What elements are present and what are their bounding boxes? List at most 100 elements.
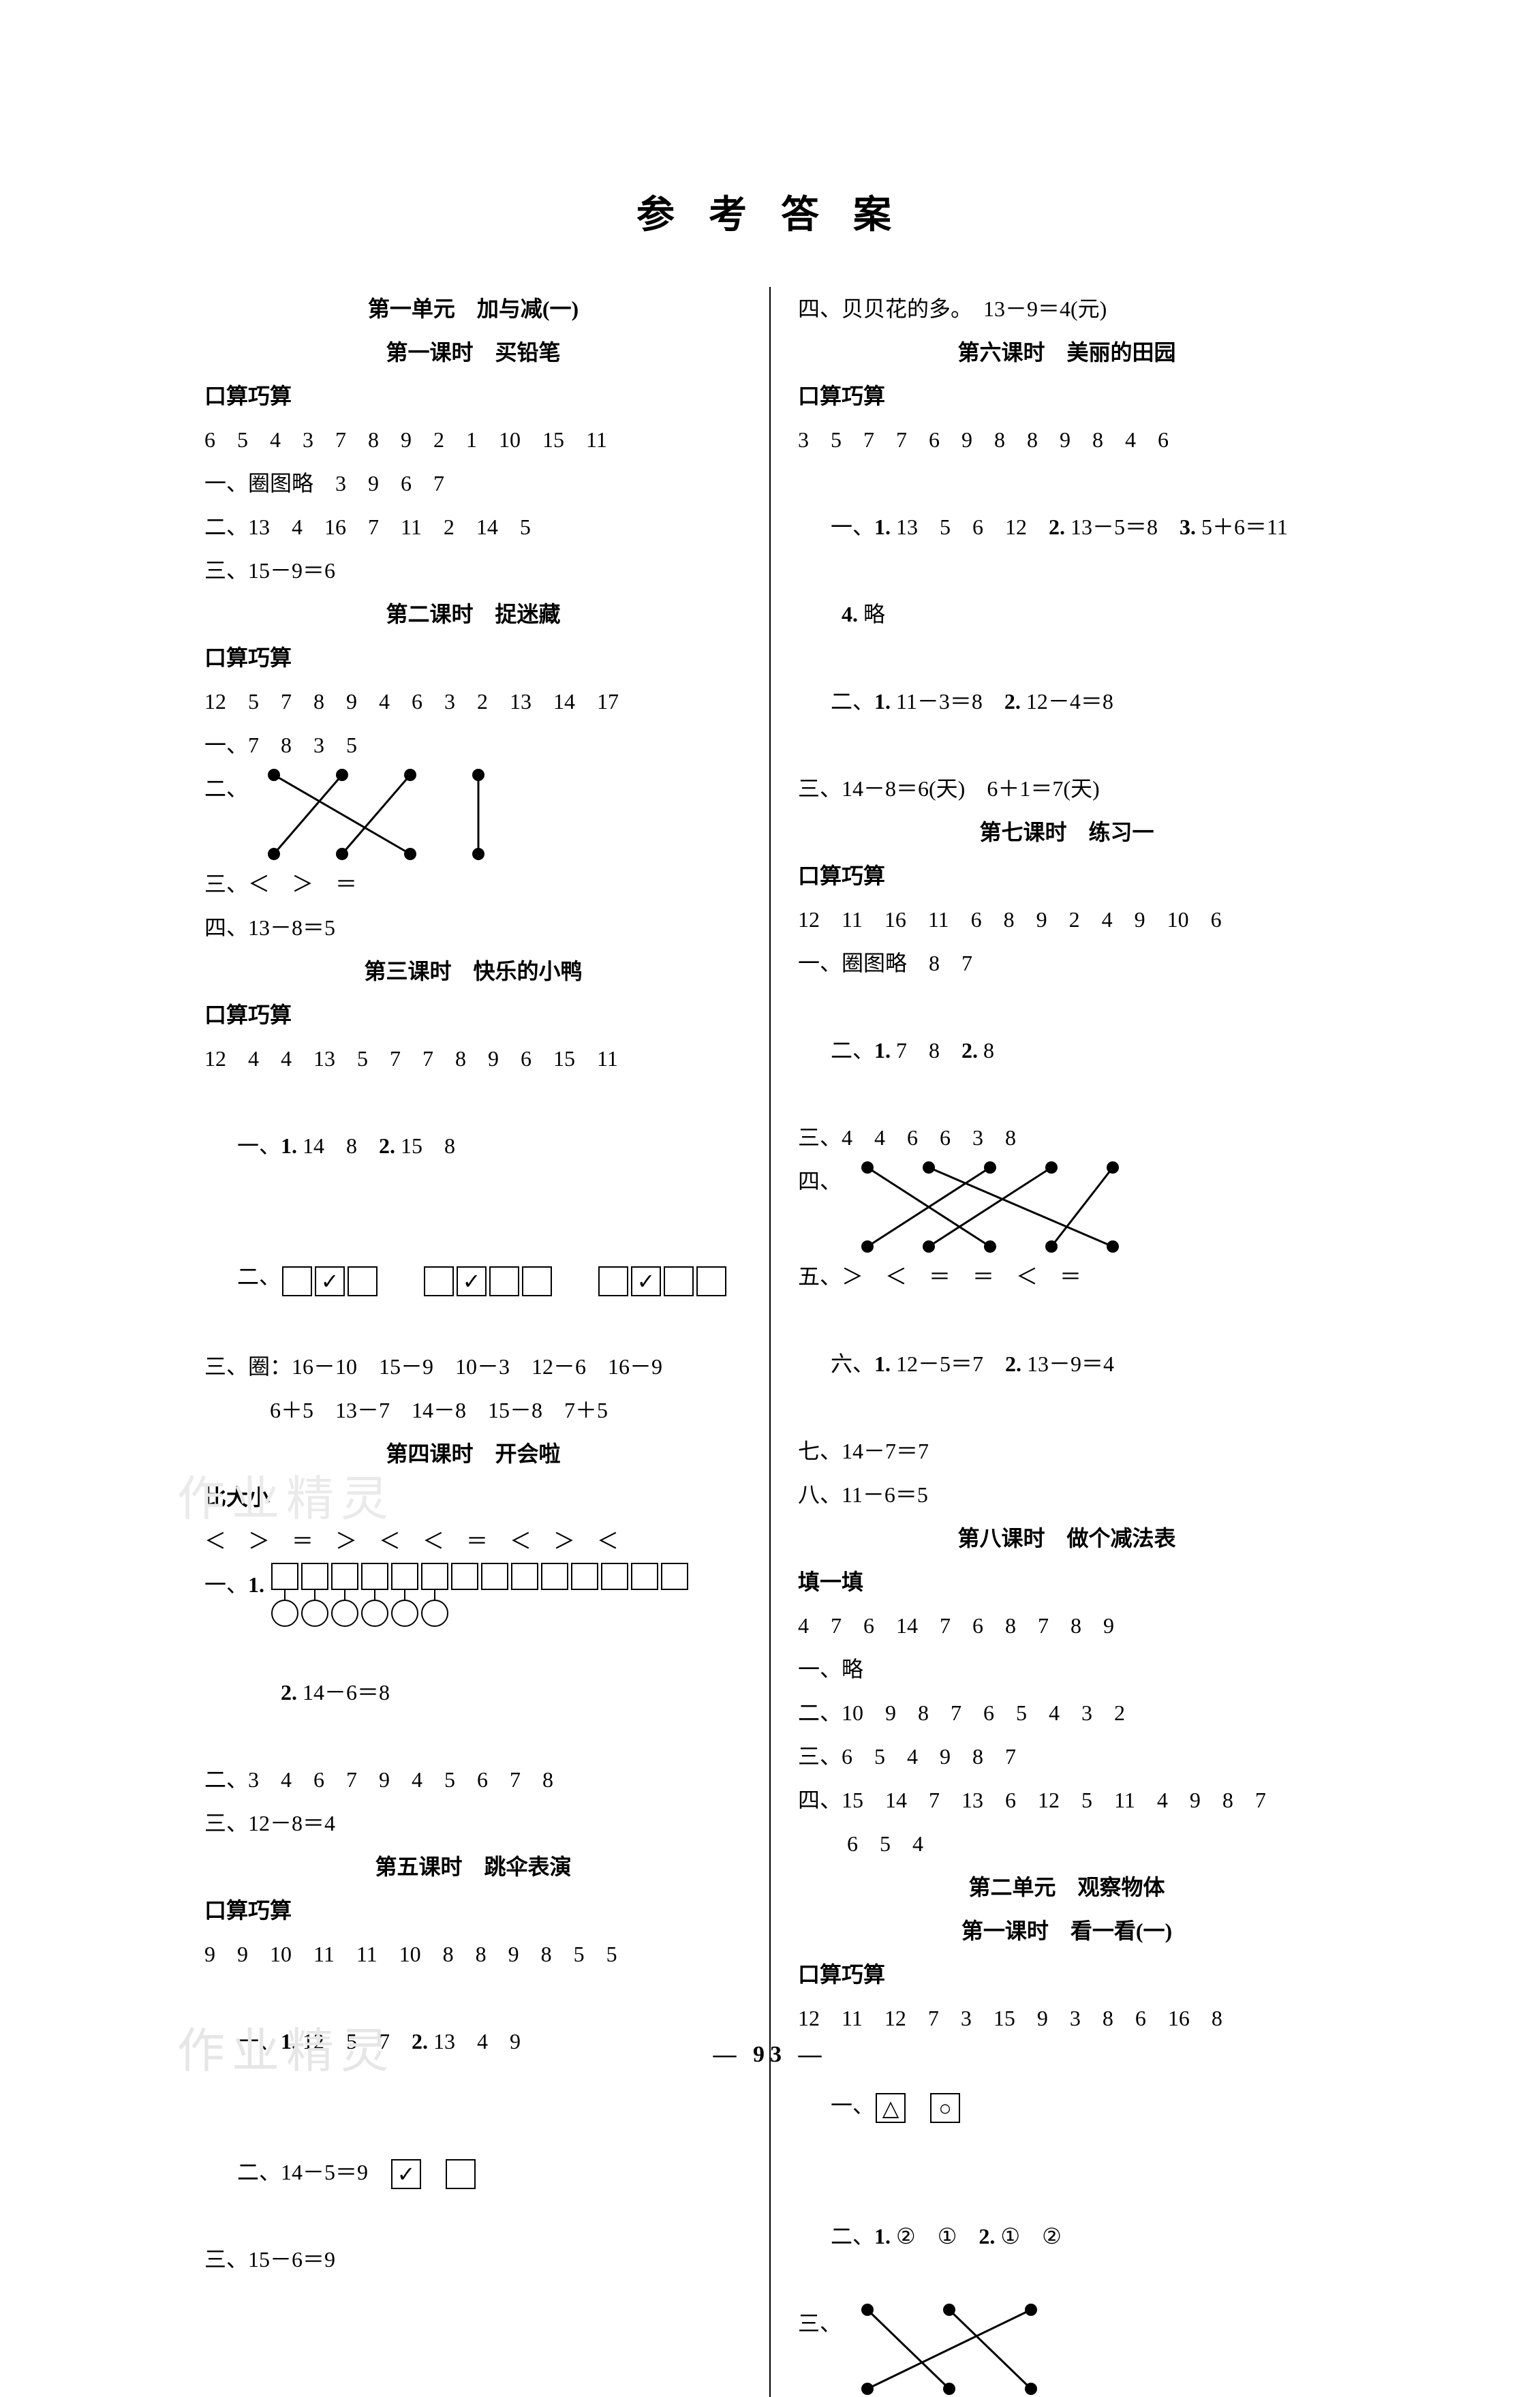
- lesson7-title: 第七课时 练习一: [798, 810, 1336, 854]
- l6-q1-v3: 5＋6＝11: [1196, 515, 1288, 539]
- box-circle-pair: [510, 1563, 540, 1627]
- lesson2-q2: 二、: [204, 767, 742, 862]
- l7-q2-v2: 8: [978, 1038, 994, 1063]
- lesson1-heading: 口算巧算: [204, 374, 742, 418]
- l6-q1-v2: 13－5＝8: [1065, 515, 1180, 539]
- square-icon: [331, 1563, 358, 1590]
- square-icon: [661, 1563, 688, 1590]
- lesson3-q3-l2: 6＋5 13－7 14－8 15－8 7＋5: [204, 1388, 742, 1432]
- lesson5-nums: 9 9 10 11 11 10 8 8 9 8 5 5: [204, 1932, 742, 1976]
- lesson3-q3-l1: 三、圈：16－10 15－9 10－3 12－6 16－9: [204, 1345, 742, 1388]
- unit1-title: 第一单元 加与减(一): [204, 287, 742, 331]
- lesson8-q3: 三、6 5 4 9 8 7: [798, 1735, 1336, 1778]
- checkbox-icon: [598, 1266, 628, 1296]
- lesson3-q1: 一、1. 14 8 2. 15 8: [204, 1080, 742, 1211]
- l6-q2-b1: 1.: [874, 689, 891, 714]
- page-title: 参 考 答 案: [204, 184, 1336, 239]
- l7-q6-b1: 1.: [874, 1352, 891, 1376]
- lesson7-heading: 口算巧算: [798, 854, 1336, 898]
- lesson7-nums: 12 11 16 11 6 8 9 2 4 9 10 6: [798, 898, 1336, 941]
- lesson6-q1: 一、1. 13 5 6 12 2. 13－5＝8 3. 5＋6＝11: [798, 461, 1336, 592]
- l6-q2-v2: 12－4＝8: [1021, 689, 1113, 714]
- u2l1-q2-prefix: 二、: [831, 2224, 874, 2248]
- u2l1-q3-prefix: 三、: [798, 2311, 842, 2336]
- lesson6-q2: 二、1. 11－3＝8 2. 12－4＝8: [798, 636, 1336, 767]
- l6-q2-v1: 11－3＝8: [891, 689, 1004, 714]
- page-number: — 93 —: [713, 2042, 827, 2068]
- square-icon: [271, 1563, 298, 1590]
- match-diagram-l2: [253, 767, 485, 862]
- connector-line: [284, 1590, 286, 1600]
- circle-icon: [421, 1600, 448, 1627]
- l7-q2-prefix: 二、: [831, 1038, 874, 1063]
- lesson5-title: 第五课时 跳伞表演: [204, 1845, 742, 1889]
- square-icon: [421, 1563, 448, 1590]
- square-icon: [601, 1563, 628, 1590]
- l6-q2-b2: 2.: [1004, 689, 1021, 714]
- lesson8-heading: 填一填: [798, 1560, 1336, 1604]
- box-circle-pair: [660, 1563, 690, 1627]
- circle-icon: [301, 1600, 328, 1627]
- lesson5-q2: 二、14－5＝9 ✓: [204, 2107, 742, 2238]
- l3-checkboxes: ✓ ✓ ✓: [281, 1257, 728, 1301]
- l7-q4-prefix: 四、: [798, 1169, 842, 1193]
- lesson2-heading: 口算巧算: [204, 636, 742, 680]
- l6-q1-v4: 略: [858, 602, 885, 626]
- box-circle-pair: [540, 1563, 570, 1627]
- u2-lesson1-q2: 二、1. ② ① 2. ① ②: [798, 2171, 1336, 2302]
- l3-q2-prefix: 二、: [237, 1264, 281, 1289]
- lesson2-q2-prefix: 二、: [204, 776, 248, 801]
- lesson3-nums: 12 4 4 13 5 7 7 8 9 6 15 11: [204, 1037, 742, 1080]
- connector-line: [404, 1590, 405, 1600]
- l4-q1-v2: 14－6＝8: [297, 1680, 390, 1705]
- connector-line: [374, 1590, 375, 1600]
- lesson6-nums: 3 5 7 7 6 9 8 8 9 8 4 6: [798, 418, 1336, 461]
- lesson5-heading: 口算巧算: [204, 1889, 742, 1932]
- l4-box-circle-stack: [270, 1563, 690, 1627]
- box-circle-pair: [330, 1563, 360, 1627]
- lesson6-q1-l2: 4. 略: [798, 592, 1336, 636]
- column-right: 四、贝贝花的多。 13－9＝4(元) 第六课时 美丽的田园 口算巧算 3 5 7…: [771, 287, 1336, 2397]
- u2-lesson1-q1: 一、△ ○: [798, 2040, 1336, 2171]
- connector-line: [344, 1590, 345, 1600]
- u2-lesson1-nums: 12 11 12 7 3 15 9 3 8 6 16 8: [798, 1996, 1336, 2040]
- checkbox-icon: [282, 1266, 312, 1296]
- box-circle-pair: [300, 1563, 330, 1627]
- lesson8-nums: 4 7 6 14 7 6 8 7 8 9: [798, 1604, 1336, 1647]
- l4-q1-indent: [237, 1680, 281, 1705]
- l4-q1-prefix: 一、: [204, 1572, 248, 1597]
- l3-q1-v1: 14 8: [297, 1133, 379, 1158]
- box-circle-pair: [270, 1563, 300, 1627]
- match-diagram-l7: [847, 1159, 1120, 1255]
- u2-lesson1-heading: 口算巧算: [798, 1953, 1336, 1996]
- shape-box: ○: [930, 2093, 960, 2123]
- match-diagram-u2l1: [847, 2302, 1051, 2397]
- circle-icon: [361, 1600, 388, 1627]
- lesson7-q1: 一、圈图略 8 7: [798, 941, 1336, 985]
- unit2-title: 第二单元 观察物体: [798, 1865, 1336, 1909]
- square-icon: [451, 1563, 478, 1590]
- square-icon: [301, 1563, 328, 1590]
- lesson6-title: 第六课时 美丽的田园: [798, 331, 1336, 374]
- box-circle-pair: [630, 1563, 660, 1627]
- watermark-mid: 作业精灵: [177, 1461, 395, 1529]
- lesson1-nums: 6 5 4 3 7 8 9 2 1 10 15 11: [204, 418, 742, 461]
- watermark-bottom: 作业精灵: [177, 2013, 395, 2081]
- lesson8-title: 第八课时 做个减法表: [798, 1516, 1336, 1560]
- l4-q1-b2: 2.: [281, 1680, 297, 1705]
- lesson4-q3: 三、12－8＝4: [204, 1801, 742, 1845]
- lesson5-q3: 三、15－6＝9: [204, 2238, 742, 2281]
- l3-q1-b2: 2.: [379, 1133, 395, 1158]
- checkbox-icon: [696, 1266, 726, 1296]
- box-circle-pair: [570, 1563, 600, 1627]
- lesson3-title: 第三课时 快乐的小鸭: [204, 949, 742, 993]
- lesson7-q3: 三、4 4 6 6 3 8: [798, 1116, 1336, 1159]
- l7-q6-prefix: 六、: [831, 1352, 874, 1376]
- square-icon: [541, 1563, 568, 1590]
- lesson3-q2: 二、✓ ✓ ✓: [204, 1211, 742, 1345]
- lesson7-q2: 二、1. 7 8 2. 8: [798, 985, 1336, 1116]
- l6-q1-b3: 3.: [1180, 515, 1196, 539]
- l5-q1-b2: 2.: [412, 2029, 428, 2054]
- lesson8-q4-l1: 四、15 14 7 13 6 12 5 11 4 9 8 7: [798, 1778, 1336, 1822]
- box-circle-pair: [450, 1563, 480, 1627]
